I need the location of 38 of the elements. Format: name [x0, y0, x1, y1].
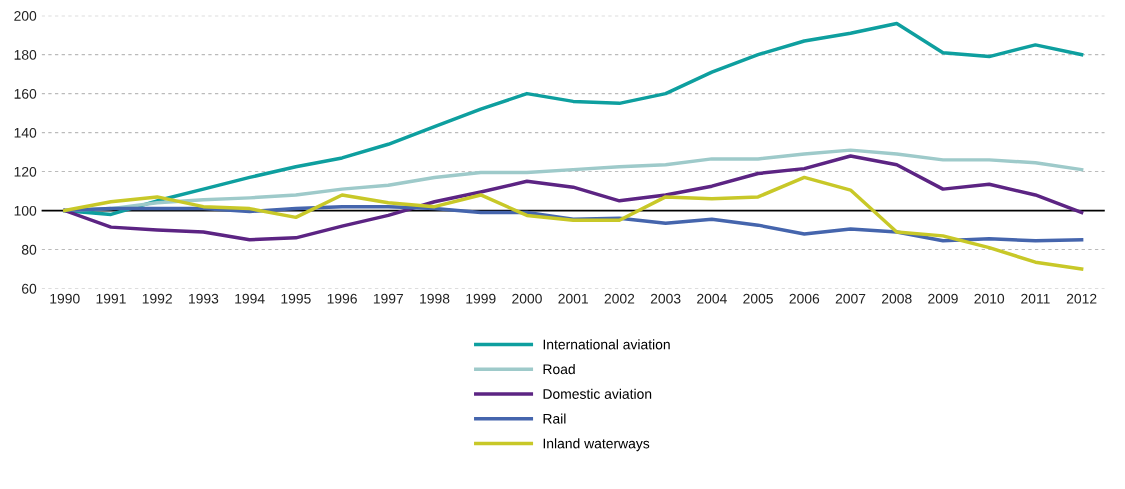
y-tick-label: 120	[14, 166, 37, 177]
x-tick-label: 1998	[420, 293, 450, 304]
x-tick-label: 2010	[974, 293, 1005, 304]
legend-label: International aviation	[543, 339, 670, 350]
line-series	[63, 175, 1084, 271]
line-series	[63, 154, 1084, 242]
x-tick-label: 2004	[697, 293, 727, 304]
legend-label: Rail	[543, 413, 566, 424]
x-tick-label: 2000	[512, 293, 542, 304]
x-tick-label: 1994	[235, 293, 265, 304]
x-tick-label: 2008	[882, 293, 912, 304]
x-tick-label: 1996	[327, 293, 357, 304]
x-tick-label: 2012	[1066, 293, 1097, 304]
x-tick-label: 1995	[281, 293, 311, 304]
y-tick-label: 140	[14, 127, 37, 138]
y-tick-label: 100	[14, 205, 37, 216]
x-tick-label: 1990	[50, 293, 80, 304]
y-tick-label: 160	[14, 88, 37, 99]
x-tick-label: 2002	[604, 293, 635, 304]
x-tick-label: 2003	[650, 293, 681, 304]
legend-label: Road	[543, 363, 575, 375]
legend-label: Inland waterways	[543, 438, 650, 452]
x-tick-label: 2009	[928, 293, 958, 304]
x-tick-label: 2006	[789, 293, 820, 304]
x-tick-label: 1999	[466, 293, 496, 304]
x-tick-label: 1997	[373, 293, 404, 304]
x-tick-label: 1991	[96, 293, 126, 304]
y-tick-label: 180	[14, 49, 37, 60]
x-tick-label: 2011	[1021, 293, 1050, 304]
x-tick-label: 1993	[189, 293, 219, 304]
x-tick-label: 1992	[142, 293, 172, 304]
legend-label: Domestic aviation	[543, 388, 652, 399]
x-tick-label: 2007	[835, 293, 866, 304]
x-tick-label: 2001	[558, 293, 588, 304]
y-tick-label: 80	[21, 244, 37, 255]
x-tick-label: 2005	[743, 293, 773, 304]
y-tick-label: 60	[22, 283, 37, 294]
y-tick-label: 200	[14, 10, 37, 21]
